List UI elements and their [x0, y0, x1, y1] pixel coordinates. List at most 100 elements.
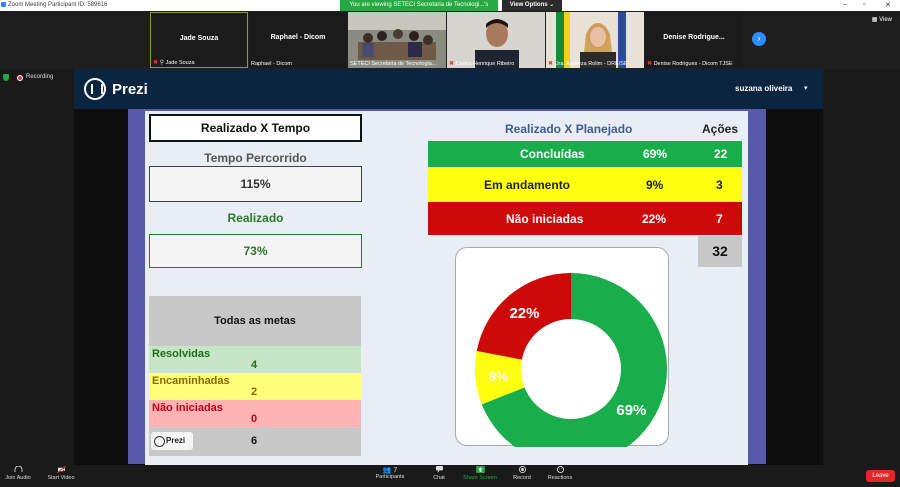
- status-label: Concluídas: [520, 147, 585, 161]
- share-screen-button[interactable]: Share Screen: [462, 466, 498, 481]
- participant-tile[interactable]: Raphael - Dicom Raphael - Dicom: [249, 12, 347, 68]
- participants-button[interactable]: 👥 7 Participants: [372, 466, 408, 480]
- donut-chart: 69% 9% 22%: [475, 273, 667, 447]
- realizado-planejado-title: Realizado X Planejado: [505, 122, 633, 136]
- chat-icon: [435, 466, 443, 473]
- metas-row-nao-iniciadas: Não iniciadas 0: [149, 400, 361, 427]
- participant-name: Raphael - Dicom: [270, 34, 326, 41]
- reactions-button[interactable]: Reactions: [544, 466, 576, 481]
- video-feed-person: [447, 12, 545, 68]
- metas-total-value: 6: [251, 435, 258, 447]
- metas-row-resolvidas: Resolvidas 4: [149, 346, 361, 373]
- muted-mic-icon: ✖: [647, 61, 653, 67]
- maximize-icon[interactable]: ▫: [863, 1, 866, 8]
- metas-row-encaminhadas: Encaminhadas 2: [149, 373, 361, 400]
- participant-tile-video[interactable]: ✖ Carlos Henrique Ribeiro: [447, 12, 545, 68]
- participants-icon: 👥 7: [382, 467, 398, 474]
- prezi-header: [74, 69, 823, 109]
- recording-dot-icon: [17, 75, 23, 81]
- participant-label: SETECI Secretaria de Tecnologia...: [350, 61, 437, 67]
- user-menu[interactable]: suzana oliveira: [735, 84, 793, 93]
- realizado-value: 73%: [149, 234, 362, 268]
- metas-row-total: Prezi 6: [149, 427, 361, 456]
- participant-label: ✖ Carlos Henrique Ribeiro: [449, 60, 543, 67]
- participant-tile-video[interactable]: ✖ Dra. Andreza Rolim - DRE/SE: [546, 12, 644, 68]
- status-count: 22: [714, 147, 728, 161]
- share-screen-label: Share Screen: [463, 475, 497, 481]
- headphones-icon: [14, 466, 22, 473]
- view-button[interactable]: ▦ View: [871, 17, 892, 23]
- donut-label-nao-iniciadas: 22%: [509, 305, 539, 322]
- share-screen-icon: [475, 466, 485, 473]
- record-button[interactable]: Record: [510, 466, 534, 481]
- video-feed-person: [546, 12, 644, 68]
- donut-chart-card: 69% 9% 22%: [455, 247, 669, 447]
- participant-label-text: Carlos Henrique Ribeiro: [455, 61, 515, 67]
- close-icon[interactable]: ✕: [885, 2, 891, 9]
- chevron-down-icon[interactable]: ▾: [804, 85, 808, 92]
- minimize-icon[interactable]: –: [843, 1, 847, 8]
- prezi-app-name: Prezi: [112, 81, 148, 98]
- status-percent: 9%: [646, 178, 664, 192]
- participant-tile[interactable]: Jade Souza ✖ ⚲ Jade Souza: [150, 12, 248, 68]
- status-percent: 22%: [642, 212, 667, 226]
- join-audio-button[interactable]: Join Audio: [3, 466, 33, 481]
- metas-row-label: Não iniciadas: [152, 402, 223, 414]
- participant-label: ✖ ⚲ Jade Souza: [153, 59, 245, 66]
- participant-tile[interactable]: Denise Rodrigue... ✖ Denise Rodrigues - …: [645, 12, 743, 68]
- chat-button[interactable]: Chat: [428, 466, 450, 481]
- status-row-nao-iniciadas: Não iniciadas 22% 7: [428, 202, 742, 235]
- window-title: Zoom Meeting Participant ID: 589616: [8, 2, 108, 8]
- reactions-icon: [556, 466, 564, 473]
- recording-label[interactable]: Recording: [26, 74, 54, 80]
- pin-icon: ⚲: [159, 60, 164, 66]
- chat-label: Chat: [433, 475, 445, 481]
- donut-slice-concluidas: [481, 273, 667, 447]
- metas-row-label: Resolvidas: [152, 348, 211, 360]
- participant-name: Denise Rodrigue...: [663, 34, 725, 41]
- muted-mic-icon: ✖: [153, 60, 159, 66]
- status-row-concluidas: Concluídas 69% 22: [428, 141, 742, 167]
- participant-name: Jade Souza: [179, 35, 219, 42]
- start-video-button[interactable]: Start Video: [45, 466, 77, 481]
- reactions-label: Reactions: [547, 475, 573, 481]
- video-off-icon: [56, 466, 66, 473]
- donut-label-em-andamento: 9%: [489, 369, 508, 384]
- status-label: Não iniciadas: [506, 212, 584, 226]
- metas-row-value: 0: [251, 413, 258, 425]
- encryption-shield-icon[interactable]: [3, 74, 9, 81]
- status-count: 7: [716, 212, 723, 226]
- slide-title-box: Realizado X Tempo: [149, 114, 362, 142]
- status-count: 3: [716, 178, 723, 192]
- realizado-label: Realizado: [227, 211, 284, 225]
- muted-mic-icon: ✖: [449, 61, 455, 67]
- participant-label-text: Jade Souza: [165, 60, 195, 66]
- participant-label: ✖ Denise Rodrigues - Dicom TJSE: [647, 60, 741, 67]
- next-page-arrow-icon[interactable]: ›: [752, 32, 766, 46]
- participants-count: 7: [393, 467, 398, 474]
- video-feed-meeting-room: [348, 12, 446, 68]
- tempo-percorrido-label: Tempo Percorrido: [204, 151, 307, 165]
- record-icon: [518, 466, 526, 473]
- status-percent: 69%: [643, 147, 668, 161]
- view-options-button[interactable]: View Options ⌄: [502, 0, 562, 11]
- leave-button[interactable]: Leave: [866, 470, 895, 482]
- participant-label-text: Dra. Andreza Rolim - DRE/SE: [554, 61, 628, 67]
- total-acoes: 32: [698, 236, 742, 267]
- participant-label: ✖ Dra. Andreza Rolim - DRE/SE: [548, 60, 642, 67]
- join-audio-label: Join Audio: [5, 475, 31, 481]
- metas-row-label: Encaminhadas: [152, 375, 230, 387]
- donut-label-concluidas: 69%: [616, 402, 646, 419]
- start-video-label: Start Video: [47, 475, 75, 481]
- participant-tile-video[interactable]: SETECI Secretaria de Tecnologia...: [348, 12, 446, 68]
- status-row-em-andamento: Em andamento 9% 3: [428, 168, 742, 202]
- prezi-logo-icon: [84, 78, 106, 100]
- prezi-badge[interactable]: Prezi: [151, 432, 193, 450]
- participants-label: Participants: [375, 474, 405, 480]
- record-label: Record: [513, 475, 531, 481]
- meeting-toolbar: [0, 465, 900, 487]
- viewing-banner: You are viewing SETECI Secretaria de Tec…: [340, 0, 498, 19]
- participant-label: Raphael - Dicom: [251, 61, 292, 67]
- metas-row-value: 2: [251, 386, 258, 398]
- view-button-label: View: [879, 17, 892, 23]
